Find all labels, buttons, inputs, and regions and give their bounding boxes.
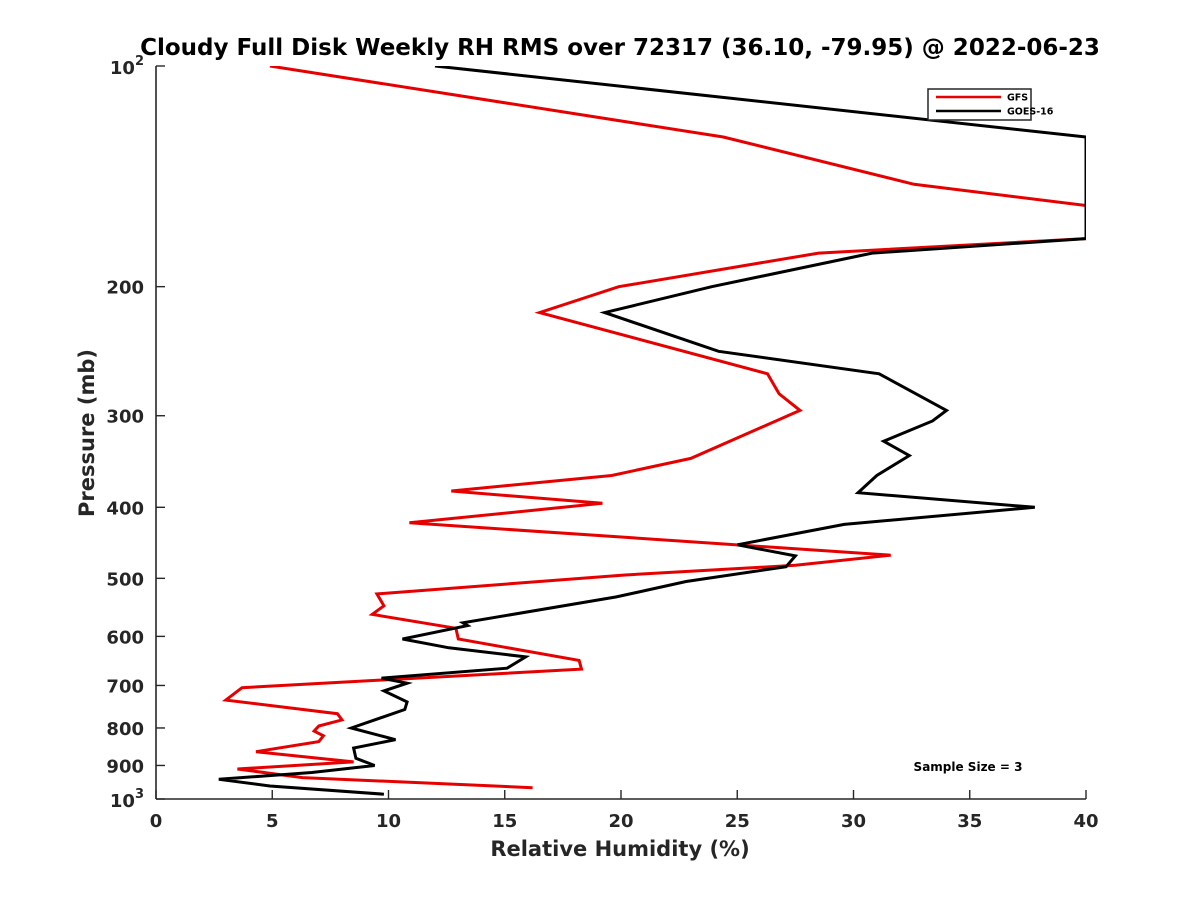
x-tick-label: 25 <box>725 811 750 832</box>
y-tick-exponent: 3 <box>135 787 144 802</box>
x-tick-label: 5 <box>266 811 279 832</box>
x-tick-label: 40 <box>1073 811 1098 832</box>
y-tick-label: 500 <box>106 569 144 590</box>
y-tick-exponent: 2 <box>135 54 144 69</box>
legend-label: GFS <box>1007 93 1028 104</box>
x-tick-label: 10 <box>376 811 401 832</box>
plot-area: 0 5 10 15 20 25 30 35 40102200300400500600700800… <box>106 54 1098 832</box>
x-tick-label: 30 <box>841 811 866 832</box>
y-axis-label: Pressure (mb) <box>75 349 99 517</box>
sample-size-annotation: Sample Size = 3 <box>914 760 1023 774</box>
y-tick-label: 800 <box>106 719 144 740</box>
series-line-gfs <box>221 66 1086 790</box>
legend-box <box>927 88 1032 121</box>
x-tick-label: 35 <box>957 811 982 832</box>
y-tick-label: 700 <box>106 676 144 697</box>
x-axis-label: Relative Humidity (%) <box>490 837 749 861</box>
x-tick-label: 20 <box>608 811 633 832</box>
legend-label: GOES-16 <box>1007 107 1054 118</box>
y-tick-label: 900 <box>106 756 144 777</box>
chart-title: Cloudy Full Disk Weekly RH RMS over 7231… <box>140 35 1100 61</box>
x-tick-label: 0 <box>150 811 163 832</box>
x-tick-label: 15 <box>492 811 517 832</box>
y-tick-label: 200 <box>106 278 144 299</box>
y-tick-label: 400 <box>106 498 144 519</box>
series-line-goes-16 <box>218 66 1086 796</box>
y-tick-base: 10 <box>110 58 135 79</box>
y-tick-label: 300 <box>106 407 144 428</box>
y-tick-base: 10 <box>110 791 135 812</box>
y-tick-label: 102 <box>110 54 144 79</box>
y-tick-label: 600 <box>106 627 144 648</box>
y-tick-label: 103 <box>110 787 144 812</box>
legend: GFS GOES-16 <box>927 88 1054 121</box>
